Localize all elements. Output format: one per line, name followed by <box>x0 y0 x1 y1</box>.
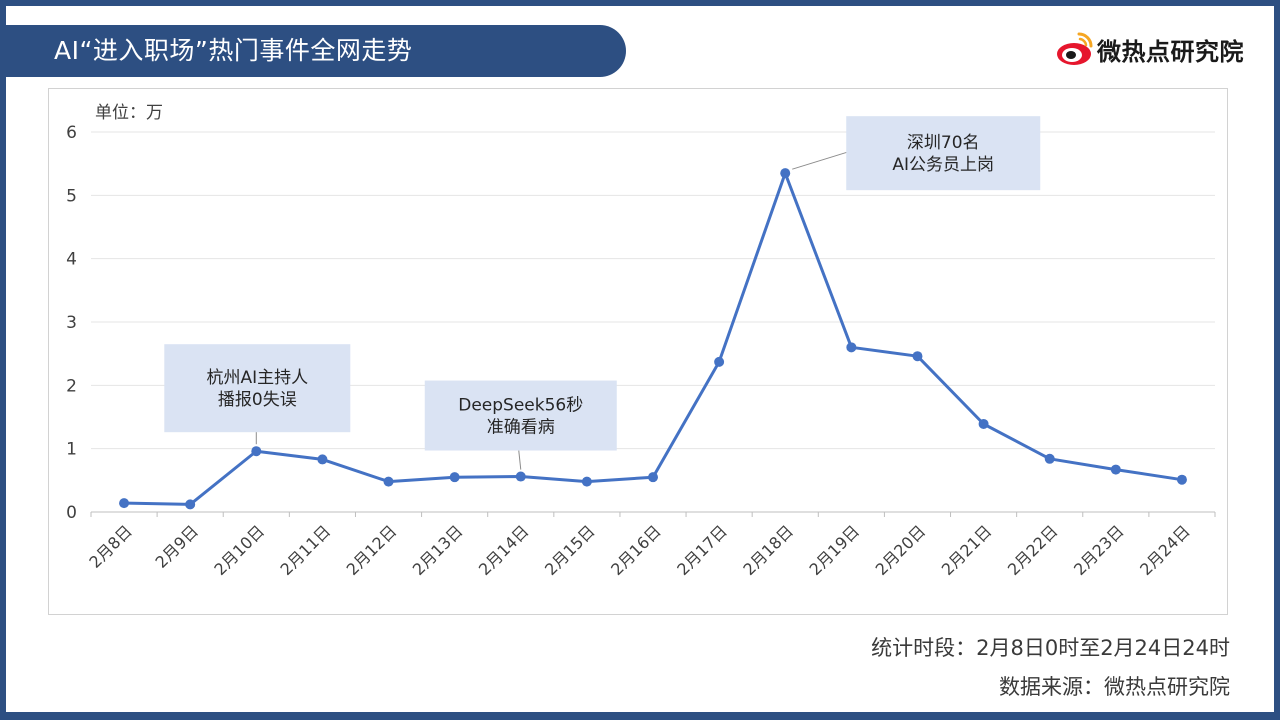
data-point <box>515 471 526 482</box>
data-point <box>912 351 923 362</box>
brand-logo: 微热点研究院 <box>1053 26 1244 72</box>
y-tick-label: 1 <box>66 440 77 460</box>
data-point <box>1110 464 1121 475</box>
y-tick-label: 0 <box>66 503 77 523</box>
x-tick-label: 2月16日 <box>607 521 665 579</box>
y-tick-label: 6 <box>66 123 77 143</box>
x-tick-label: 2月24日 <box>1136 521 1194 579</box>
callout-box <box>424 380 617 451</box>
data-point <box>648 472 658 483</box>
callout-box <box>846 116 1041 191</box>
page-title: AI“进入职场”热门事件全网走势 <box>54 36 413 65</box>
x-tick-label: 2月15日 <box>541 521 599 579</box>
y-tick-label: 4 <box>66 250 77 270</box>
data-point <box>780 168 791 179</box>
chart-panel: 单位：万 0 1 2 3 4 5 6 2月8日 2月9日 2月10日 2月11日 2月12日 2月13日 2… <box>48 88 1228 615</box>
data-point <box>846 342 857 353</box>
data-point <box>383 476 394 487</box>
unit-label: 单位：万 <box>95 103 163 123</box>
callout-leader <box>518 450 522 470</box>
callout-leader <box>792 151 848 170</box>
data-point <box>251 446 262 457</box>
x-tick-label: 2月14日 <box>475 521 533 579</box>
x-tick-label: 2月22日 <box>1004 521 1062 579</box>
callout-text: AI公务员上岗 <box>892 155 994 175</box>
y-tick-label: 2 <box>66 376 77 396</box>
title-banner: AI“进入职场”热门事件全网走势 <box>6 25 626 77</box>
data-point <box>581 476 592 487</box>
data-point <box>449 472 460 483</box>
weibo-eye-icon <box>1057 32 1093 65</box>
series-line <box>124 171 1183 506</box>
y-tick-label: 5 <box>66 186 77 206</box>
x-tick-label: 2月17日 <box>673 521 731 579</box>
x-tick-label: 2月23日 <box>1070 521 1128 579</box>
data-point <box>185 499 196 510</box>
data-point <box>978 418 989 429</box>
slide-frame: AI“进入职场”热门事件全网走势 微热点研究院 单位：万 0 1 2 3 4 5 6 2月8日 2… <box>6 6 1274 712</box>
x-tick-label: 2月10日 <box>210 521 268 579</box>
callout-text: 播报0失误 <box>218 390 297 410</box>
stat-period: 统计时段：2月8日0时至2月24日24时 <box>871 636 1230 660</box>
y-tick-label: 3 <box>66 313 77 333</box>
data-source: 数据来源：微热点研究院 <box>999 675 1230 699</box>
callout-text: 深圳70名 <box>907 133 980 153</box>
x-tick-label: 2月20日 <box>872 521 930 579</box>
callout-text: 准确看病 <box>487 418 555 438</box>
callout-text: 杭州AI主持人 <box>206 368 308 388</box>
x-tick-label: 2月19日 <box>806 521 864 579</box>
x-tick-label: 2月18日 <box>739 521 797 579</box>
x-tick-label: 2月21日 <box>938 521 996 579</box>
x-tick-label: 2月9日 <box>152 521 202 571</box>
x-tick-label: 2月13日 <box>409 521 467 579</box>
data-point <box>1176 474 1187 485</box>
data-point <box>119 498 130 509</box>
logo-text: 微热点研究院 <box>1097 37 1244 66</box>
data-point <box>1044 453 1055 464</box>
x-tick-label: 2月11日 <box>277 521 335 579</box>
x-tick-label: 2月12日 <box>343 521 401 579</box>
x-tick-label: 2月8日 <box>85 521 135 571</box>
data-point <box>714 356 725 367</box>
data-point <box>317 454 328 465</box>
callout-text: DeepSeek56秒 <box>458 396 583 416</box>
callout-box <box>164 344 351 433</box>
